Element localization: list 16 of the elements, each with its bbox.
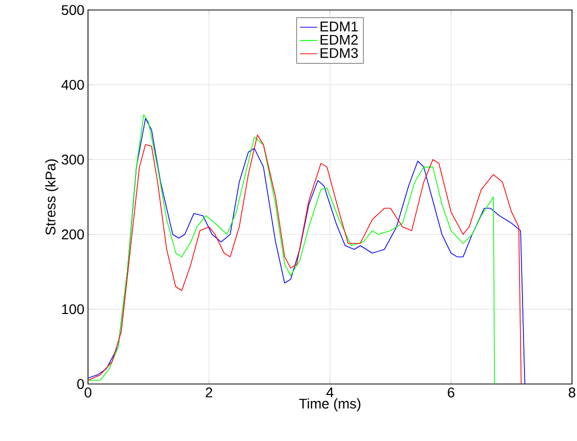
y-tick-label: 0: [77, 379, 84, 389]
legend-label: EDM2: [320, 34, 358, 45]
y-tick-label: 500: [62, 5, 84, 15]
y-axis-title: Stress (kPa): [45, 159, 58, 235]
y-tick-label: 300: [62, 154, 84, 165]
x-axis-title: Time (ms): [299, 398, 360, 412]
x-tick-label: 2: [206, 388, 212, 398]
legend-label: EDM3: [320, 48, 358, 58]
y-tick-label: 200: [62, 229, 84, 240]
legend-label: EDM1: [320, 22, 358, 32]
x-tick-label: 4: [326, 388, 334, 398]
x-tick-label: 8: [568, 388, 576, 398]
x-tick-label: 6: [448, 388, 454, 398]
x-tick-label: 0: [84, 388, 92, 398]
y-tick-label: 400: [61, 80, 84, 90]
y-tick-label: 100: [62, 304, 84, 314]
